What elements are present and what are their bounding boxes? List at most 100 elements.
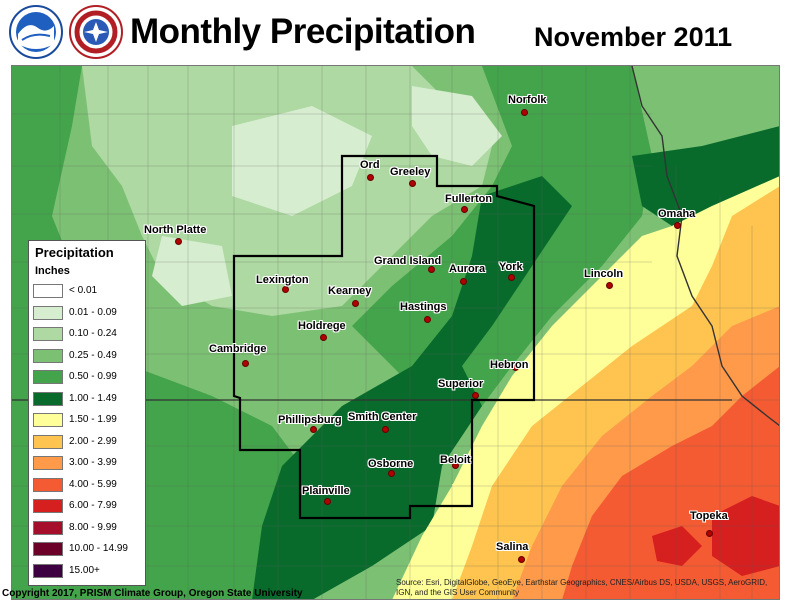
city-label-beloit: Beloit bbox=[440, 454, 471, 466]
zone-0.01-0.09-c bbox=[152, 236, 232, 306]
city-label-greeley: Greeley bbox=[390, 166, 431, 178]
city-label-salina: Salina bbox=[496, 541, 529, 553]
city-dot-beloit bbox=[452, 462, 459, 469]
zone-0.01-0.09-a bbox=[232, 106, 372, 216]
city-label-superior: Superior bbox=[438, 378, 484, 390]
city-label-grand-island: Grand Island bbox=[374, 255, 442, 267]
legend-row: 6.00 - 7.99 bbox=[33, 498, 143, 514]
city-label-norfolk: Norfolk bbox=[508, 94, 547, 106]
legend-swatch bbox=[33, 563, 63, 578]
city-dot-aurora bbox=[460, 278, 467, 285]
legend-swatch bbox=[33, 520, 63, 535]
city-label-ord: Ord bbox=[360, 159, 380, 171]
legend-title: Precipitation bbox=[35, 245, 114, 260]
legend-label: 0.10 - 0.24 bbox=[69, 328, 117, 339]
legend-swatch bbox=[33, 456, 63, 470]
legend-label: 0.50 - 0.99 bbox=[69, 371, 117, 382]
city-label-north-platte: North Platte bbox=[144, 224, 207, 236]
city-label-cambridge: Cambridge bbox=[209, 343, 267, 355]
city-label-fullerton: Fullerton bbox=[445, 193, 493, 205]
legend-swatch bbox=[33, 499, 63, 513]
city-dot-osborne bbox=[388, 470, 395, 477]
legend-label: 2.00 - 2.99 bbox=[69, 435, 117, 447]
city-label-smith-center: Smith Center bbox=[348, 411, 417, 423]
legend-row: 0.01 - 0.09 bbox=[33, 305, 143, 321]
zone-0.01-0.09-b bbox=[412, 86, 502, 166]
legend-label: 0.25 - 0.49 bbox=[69, 349, 117, 361]
legend-label: 15.00+ bbox=[69, 564, 100, 576]
legend-swatch bbox=[33, 284, 63, 298]
city-label-hebron: Hebron bbox=[490, 359, 529, 371]
city-dot-greeley bbox=[409, 180, 416, 187]
city-dot-salina bbox=[518, 556, 525, 563]
city-dot-smith-center bbox=[382, 426, 389, 433]
forecast-area-outline bbox=[232, 154, 536, 520]
city-dot-topeka bbox=[706, 530, 713, 537]
legend-row: 1.00 - 1.49 bbox=[33, 391, 143, 407]
city-label-plainville: Plainville bbox=[302, 485, 350, 497]
legend-label: 4.00 - 5.99 bbox=[69, 478, 117, 490]
legend-label: 8.00 - 9.99 bbox=[69, 521, 117, 533]
legend-label: 3.00 - 3.99 bbox=[69, 457, 117, 468]
legend-row: 1.50 - 1.99 bbox=[33, 412, 143, 428]
city-dot-grand-island bbox=[428, 266, 435, 273]
city-dot-north-platte bbox=[175, 238, 182, 245]
nws-logo-icon bbox=[69, 5, 123, 59]
legend-row: 0.10 - 0.24 bbox=[33, 326, 143, 342]
city-dot-phillipsburg bbox=[310, 426, 317, 433]
attribution-text: Source: Esri, DigitalGlobe, GeoEye, Eart… bbox=[396, 578, 768, 597]
city-dot-superior bbox=[472, 392, 479, 399]
zone-1.50-1.99-spot bbox=[452, 484, 466, 502]
legend: Precipitation Inches < 0.01 0.01 - 0.09 0.… bbox=[28, 240, 146, 586]
city-dot-omaha bbox=[674, 222, 681, 229]
legend-label: 6.00 - 7.99 bbox=[69, 500, 117, 511]
city-dot-plainville bbox=[324, 498, 331, 505]
legend-swatch bbox=[33, 542, 63, 556]
noaa-logo-icon bbox=[9, 5, 63, 59]
city-label-lincoln: Lincoln bbox=[584, 268, 624, 280]
city-dot-kearney bbox=[352, 300, 359, 307]
missouri-river bbox=[631, 66, 780, 427]
map-period: November 2011 bbox=[534, 22, 733, 52]
city-label-kearney: Kearney bbox=[328, 285, 372, 297]
city-dot-york bbox=[508, 274, 515, 281]
city-dot-lincoln bbox=[606, 282, 613, 289]
city-label-holdrege: Holdrege bbox=[298, 320, 346, 332]
legend-row: 8.00 - 9.99 bbox=[33, 520, 143, 536]
legend-row: < 0.01 bbox=[33, 283, 143, 299]
zone-1.00-1.49-northeast bbox=[632, 126, 780, 226]
zone-6.00-7.99 bbox=[712, 496, 780, 576]
city-label-osborne: Osborne bbox=[368, 458, 414, 470]
city-dot-holdrege bbox=[320, 334, 327, 341]
city-label-hastings: Hastings bbox=[400, 301, 447, 313]
legend-swatch bbox=[33, 327, 63, 341]
city-label-phillipsburg: Phillipsburg bbox=[278, 414, 342, 426]
legend-swatch bbox=[33, 413, 63, 427]
city-dot-norfolk bbox=[521, 109, 528, 116]
legend-label: 10.00 - 14.99 bbox=[69, 543, 128, 554]
city-dot-hastings bbox=[424, 316, 431, 323]
city-label-lexington: Lexington bbox=[256, 274, 309, 286]
city-dot-fullerton bbox=[461, 206, 468, 213]
legend-swatch bbox=[33, 305, 63, 320]
legend-swatch bbox=[33, 370, 63, 384]
legend-row: 4.00 - 5.99 bbox=[33, 477, 143, 493]
city-label-topeka: Topeka bbox=[690, 510, 728, 522]
legend-label: 1.50 - 1.99 bbox=[69, 414, 117, 425]
city-label-aurora: Aurora bbox=[449, 263, 486, 275]
legend-row: 2.00 - 2.99 bbox=[33, 434, 143, 450]
zone-1.00-1.49-band bbox=[252, 176, 572, 600]
zone-6.00-7.99-b bbox=[652, 526, 702, 566]
city-label-omaha: Omaha bbox=[658, 208, 696, 220]
legend-swatch bbox=[33, 391, 63, 406]
legend-label: 1.00 - 1.49 bbox=[69, 392, 117, 404]
map-title: Monthly Precipitation bbox=[130, 12, 476, 51]
legend-row: 0.25 - 0.49 bbox=[33, 348, 143, 364]
legend-units: Inches bbox=[35, 265, 70, 277]
copyright-text: Copyright 2017, PRISM Climate Group, Ore… bbox=[2, 588, 303, 599]
city-dot-hebron bbox=[512, 364, 519, 371]
header: Monthly Precipitation November 2011 bbox=[0, 0, 792, 66]
city-dot-lexington bbox=[282, 286, 289, 293]
legend-swatch bbox=[33, 348, 63, 363]
city-dot-cambridge bbox=[242, 360, 249, 367]
